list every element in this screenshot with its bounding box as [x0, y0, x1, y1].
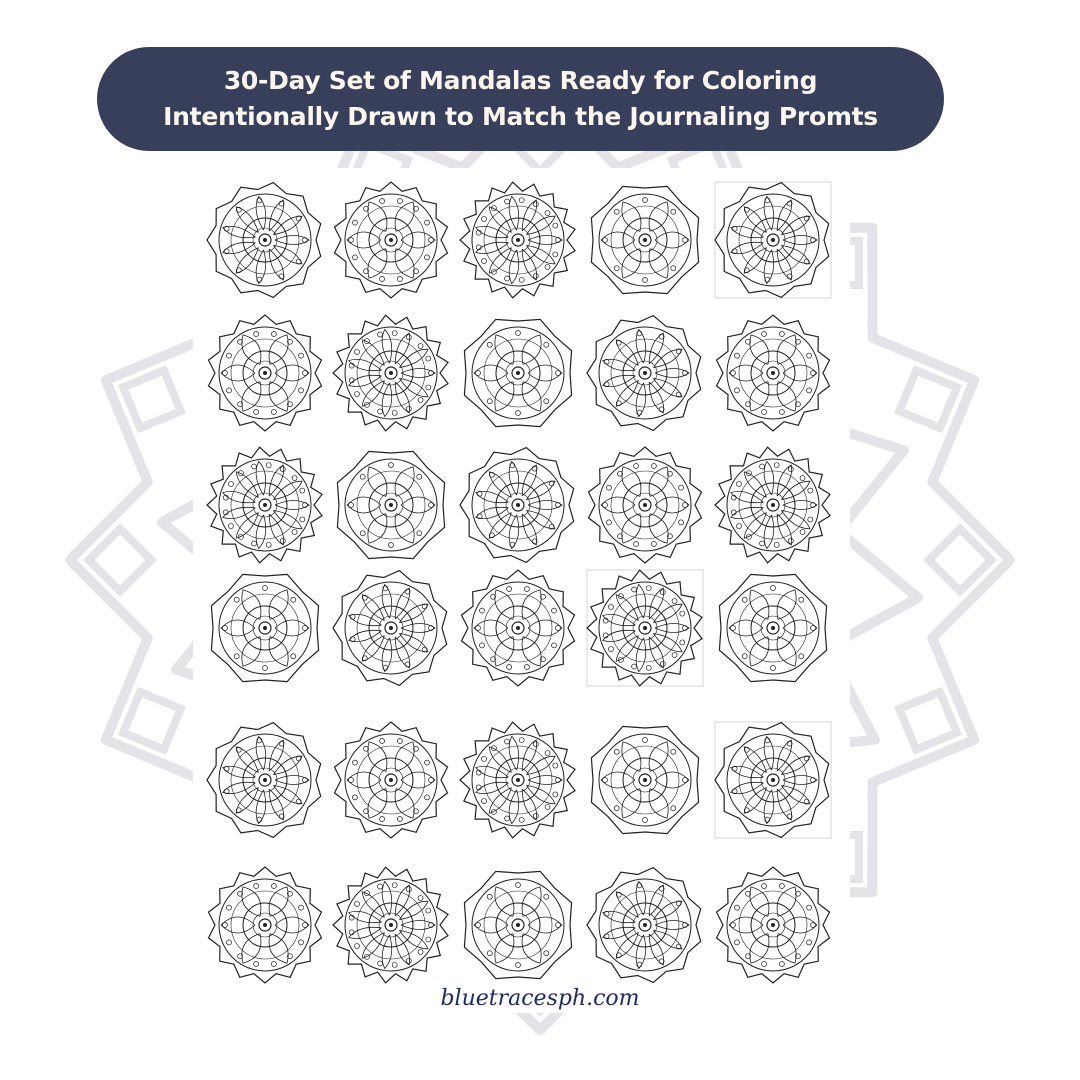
- mandala-24: [590, 725, 700, 835]
- mandala-15: [714, 446, 831, 564]
- mandala-25: [714, 721, 832, 839]
- mandala-7: [332, 314, 449, 432]
- background-square: [923, 523, 997, 597]
- mandala-12: [336, 450, 446, 560]
- mandala-19: [586, 569, 704, 687]
- title-banner: 30-Day Set of Mandalas Ready for Colorin…: [97, 47, 944, 151]
- mandala-13: [459, 446, 575, 564]
- mandala-30: [715, 866, 831, 984]
- background-square: [894, 686, 963, 755]
- mandala-22: [333, 721, 449, 839]
- title-line-1: 30-Day Set of Mandalas Ready for Colorin…: [223, 66, 818, 95]
- mandala-2: [333, 181, 449, 299]
- mandala-23: [459, 721, 576, 839]
- title-line-2: Intentionally Drawn to Match the Journal…: [163, 102, 878, 131]
- mandala-11: [206, 446, 323, 564]
- mandala-6: [207, 314, 323, 432]
- website-link[interactable]: bluetracesph.com: [440, 986, 640, 1011]
- background-square: [117, 686, 186, 755]
- mandala-4: [590, 185, 700, 295]
- mandala-8: [463, 318, 573, 428]
- mandala-3: [459, 181, 576, 299]
- mandala-14: [587, 446, 703, 564]
- mandala-29: [586, 866, 702, 984]
- mandala-20: [718, 573, 828, 683]
- mandala-17: [332, 569, 448, 687]
- mandala-21: [206, 721, 322, 839]
- mandala-18: [460, 569, 576, 687]
- mandala-26: [207, 866, 323, 984]
- mandala-10: [715, 314, 831, 432]
- mandala-16: [210, 573, 320, 683]
- mandala-9: [586, 314, 702, 432]
- mandala-27: [332, 866, 449, 984]
- mandala-1: [206, 181, 322, 299]
- background-square: [117, 365, 186, 434]
- background-square: [83, 523, 157, 597]
- mandala-5: [714, 181, 832, 299]
- background-square: [894, 365, 963, 434]
- mandala-28: [463, 870, 573, 980]
